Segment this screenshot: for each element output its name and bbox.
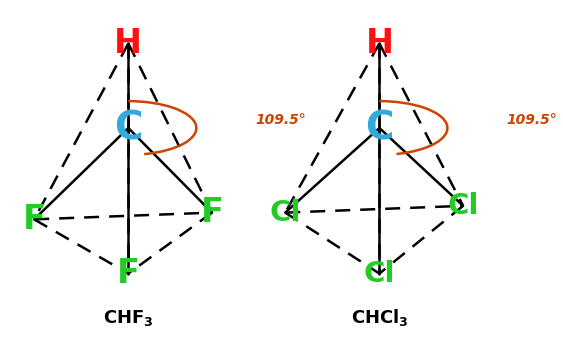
Text: F: F	[23, 203, 46, 236]
Text: H: H	[114, 27, 142, 60]
Text: Cl: Cl	[448, 192, 479, 220]
Text: 109.5°: 109.5°	[256, 113, 306, 127]
Text: C: C	[114, 109, 142, 147]
Text: C: C	[365, 109, 394, 147]
Text: 109.5°: 109.5°	[506, 113, 557, 127]
Text: Cl: Cl	[270, 198, 301, 227]
Text: $\mathbf{CHF_3}$: $\mathbf{CHF_3}$	[103, 308, 154, 328]
Text: F: F	[117, 257, 140, 290]
Text: $\mathbf{CHCl_3}$: $\mathbf{CHCl_3}$	[351, 307, 408, 328]
Text: F: F	[200, 196, 224, 229]
Text: H: H	[365, 27, 394, 60]
Text: Cl: Cl	[364, 259, 395, 288]
